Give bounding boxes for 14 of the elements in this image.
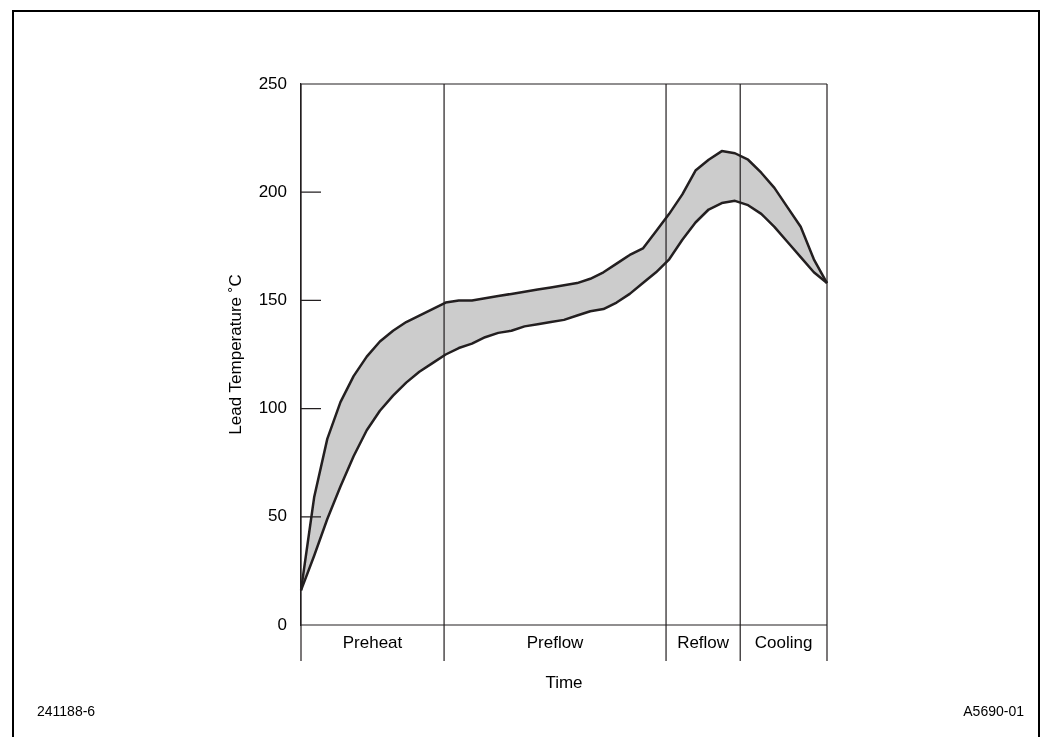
y-tick-label: 50 [268,506,287,526]
y-tick-label: 0 [277,614,287,634]
y-tick-label: 250 [258,73,287,93]
x-axis-title: Time [545,672,583,692]
text: A5690-01 [963,703,1024,719]
y-tick-label: 200 [258,181,287,201]
y-tick-label: 150 [258,290,287,310]
text: 241188-6 [37,703,96,719]
text: Cooling [753,633,814,653]
text: Preflow [525,633,585,653]
y-tick-label: 100 [258,398,287,418]
text: Preheat [341,633,404,653]
text: Reflow [676,633,731,653]
y-axis-title: Lead Temperature ˚C [225,274,245,435]
